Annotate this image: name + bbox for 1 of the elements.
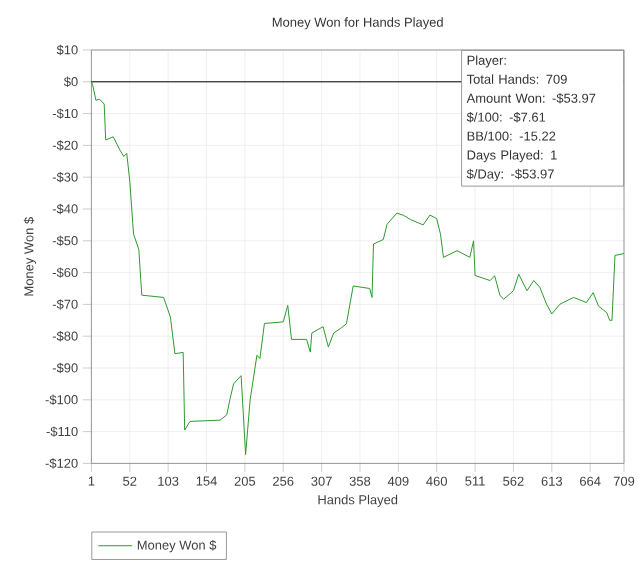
line-series — [90, 81, 625, 455]
